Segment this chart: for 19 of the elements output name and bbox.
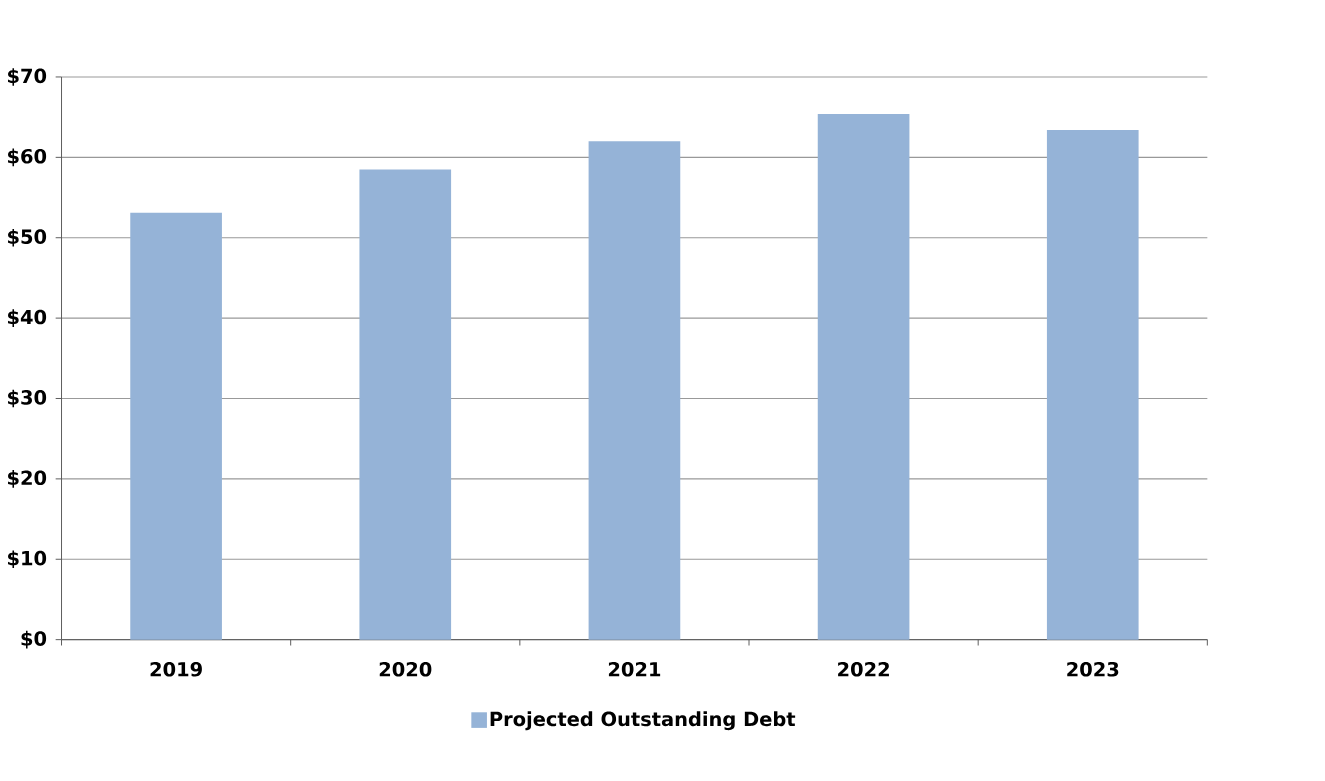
x-tick-label: 2020 xyxy=(379,661,432,677)
bar xyxy=(1046,129,1139,640)
bar xyxy=(359,169,452,640)
y-tick-label: $60 xyxy=(8,148,47,167)
y-tick-label: $10 xyxy=(8,550,47,569)
x-tick-label: 2023 xyxy=(1067,661,1119,677)
y-tick-label: $30 xyxy=(8,389,47,408)
legend-label: Projected Outstanding Debt xyxy=(490,711,796,731)
bar xyxy=(817,113,910,640)
y-tick-label: $0 xyxy=(21,630,47,649)
x-tick-label: 2019 xyxy=(150,661,202,677)
y-tick-label: $70 xyxy=(8,68,47,86)
x-tick-label: 2022 xyxy=(838,661,889,677)
y-tick-label: $50 xyxy=(8,228,47,247)
bar xyxy=(130,212,222,640)
y-tick-label: $40 xyxy=(8,309,47,327)
x-tick-label: 2021 xyxy=(608,661,661,677)
bar xyxy=(588,141,681,640)
y-tick-label: $20 xyxy=(8,470,47,488)
